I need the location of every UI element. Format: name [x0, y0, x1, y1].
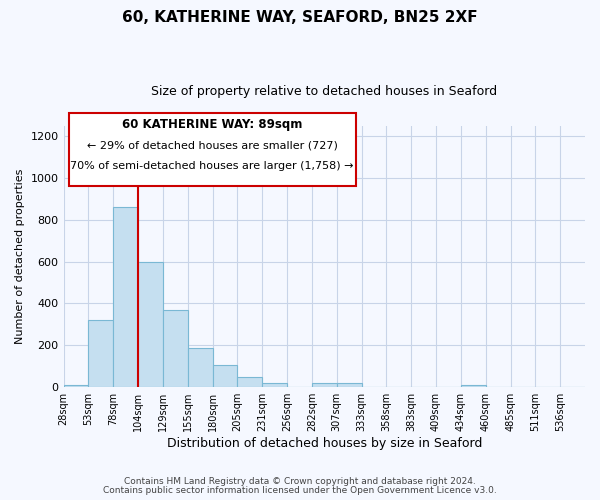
Text: 70% of semi-detached houses are larger (1,758) →: 70% of semi-detached houses are larger (… [70, 161, 354, 171]
Text: ← 29% of detached houses are smaller (727): ← 29% of detached houses are smaller (72… [87, 140, 338, 150]
Bar [188, 348, 212, 387]
Bar [163, 310, 188, 387]
Bar [64, 385, 88, 387]
Bar [262, 383, 287, 387]
Y-axis label: Number of detached properties: Number of detached properties [15, 168, 25, 344]
Bar [212, 365, 238, 387]
Bar [88, 320, 113, 387]
Bar [461, 385, 485, 387]
Text: 60 KATHERINE WAY: 89sqm: 60 KATHERINE WAY: 89sqm [122, 118, 302, 131]
X-axis label: Distribution of detached houses by size in Seaford: Distribution of detached houses by size … [167, 437, 482, 450]
Text: 60, KATHERINE WAY, SEAFORD, BN25 2XF: 60, KATHERINE WAY, SEAFORD, BN25 2XF [122, 10, 478, 25]
Bar [337, 383, 362, 387]
Text: Contains public sector information licensed under the Open Government Licence v3: Contains public sector information licen… [103, 486, 497, 495]
Title: Size of property relative to detached houses in Seaford: Size of property relative to detached ho… [151, 85, 497, 98]
Text: Contains HM Land Registry data © Crown copyright and database right 2024.: Contains HM Land Registry data © Crown c… [124, 477, 476, 486]
Bar [238, 378, 262, 387]
Bar [138, 262, 163, 387]
Bar [312, 383, 337, 387]
Bar [113, 207, 138, 387]
